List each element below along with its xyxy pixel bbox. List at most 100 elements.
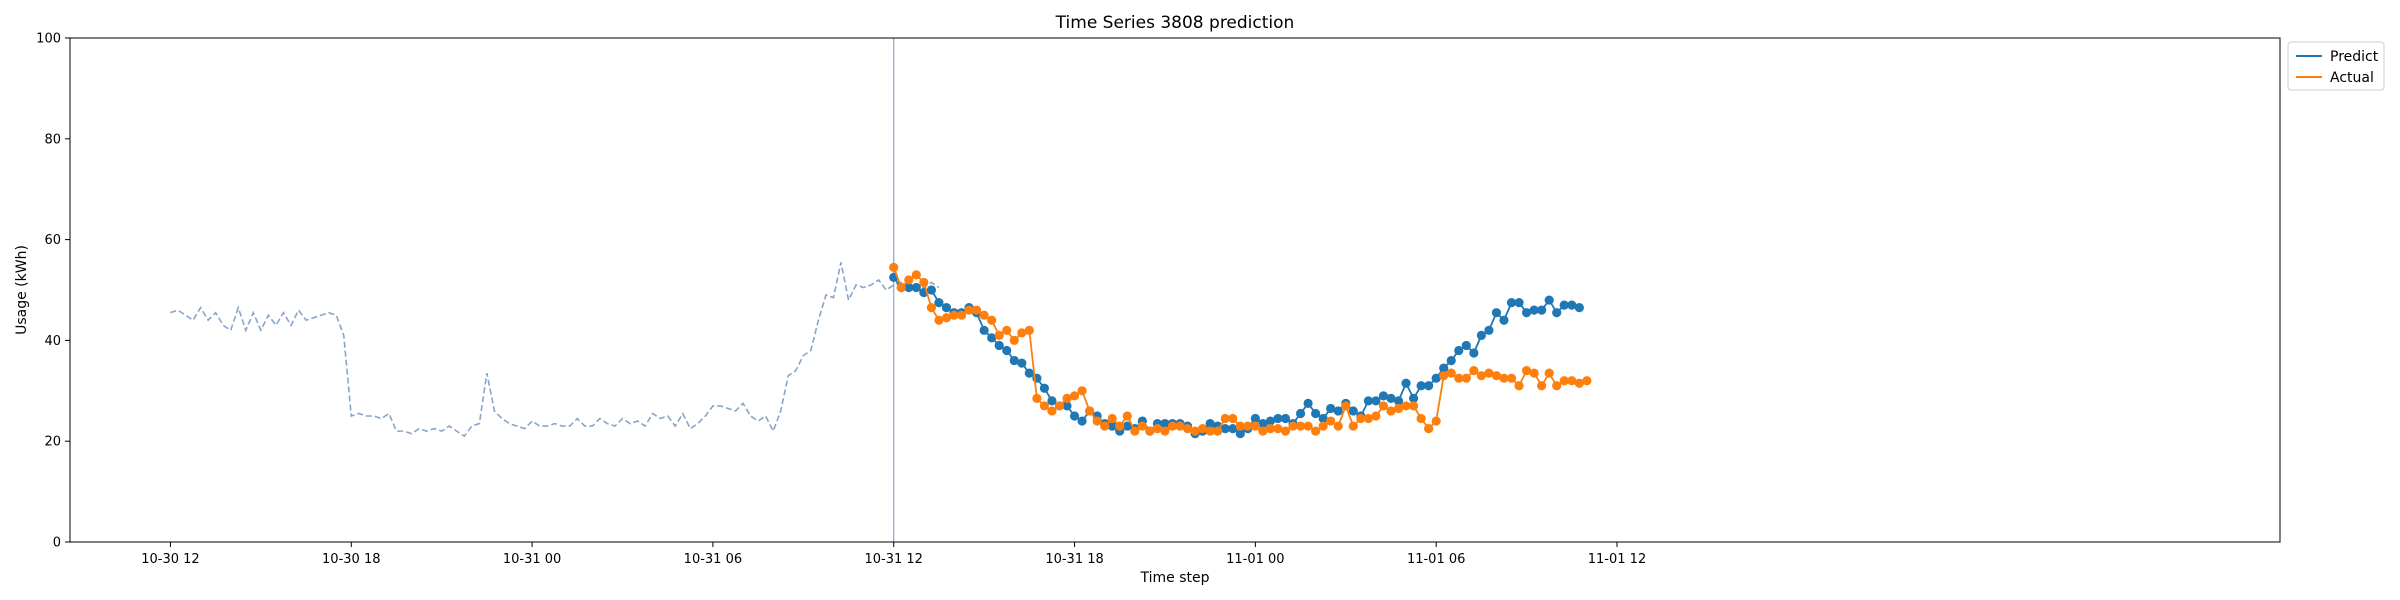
predict-point — [1348, 406, 1358, 416]
x-tick-label: 10-31 18 — [1045, 552, 1103, 567]
predict-point — [1491, 308, 1502, 318]
x-tick-label: 10-30 12 — [141, 552, 199, 567]
predict-point — [1506, 298, 1517, 308]
predict-point — [994, 340, 1004, 351]
predict-point — [1273, 413, 1283, 424]
predict-point — [1484, 325, 1494, 335]
actual-point — [1491, 371, 1502, 381]
predict-point — [1499, 315, 1509, 325]
actual-point — [1235, 421, 1245, 431]
actual-point — [1069, 391, 1080, 401]
actual-point — [1047, 406, 1057, 416]
predict-point — [1235, 429, 1245, 439]
actual-point — [1295, 421, 1306, 431]
x-tick-label: 11-01 00 — [1226, 552, 1284, 567]
y-tick-label: 60 — [44, 233, 61, 248]
predict-point — [1205, 418, 1215, 429]
legend-label-actual: Actual — [2330, 70, 2374, 86]
actual-point — [1062, 393, 1072, 403]
predict-point — [1401, 378, 1411, 388]
actual-point — [1258, 426, 1268, 436]
predict-point — [1559, 300, 1569, 310]
predict-point — [1461, 340, 1471, 351]
actual-point — [1348, 421, 1358, 431]
predict-point — [1431, 373, 1441, 383]
actual-point — [1371, 411, 1381, 421]
prediction-series — [889, 262, 1592, 439]
predict-point — [1265, 416, 1276, 426]
x-axis-ticks: 10-30 12 10-30 18 10-31 00 10-31 06 10-31 12… — [141, 542, 1646, 567]
predict-point — [1439, 363, 1449, 373]
predict-point — [1393, 396, 1404, 406]
actual-point — [1032, 393, 1042, 403]
actual-point — [1416, 413, 1426, 424]
actual-point — [1393, 403, 1404, 414]
actual-point — [1552, 381, 1562, 391]
predict-point — [1363, 396, 1373, 406]
actual-point — [1009, 335, 1019, 345]
predict-point — [1521, 308, 1532, 318]
predict-point — [1326, 403, 1336, 414]
actual-point — [1280, 426, 1291, 436]
actual-point — [1311, 426, 1321, 436]
actual-point — [1175, 421, 1185, 431]
actual-point — [1017, 328, 1027, 338]
predict-point — [1303, 398, 1313, 408]
actual-point — [1122, 411, 1132, 421]
actual-point — [1431, 416, 1441, 426]
actual-point — [949, 310, 959, 320]
actual-point — [1544, 368, 1554, 378]
actual-point — [889, 262, 899, 272]
predict-point — [1250, 413, 1260, 424]
predict-point — [1371, 396, 1381, 406]
predict-point — [1122, 421, 1132, 431]
actual-point — [1152, 424, 1163, 434]
actual-point — [1333, 421, 1343, 431]
actual-point — [1130, 426, 1140, 436]
predict-point — [979, 325, 989, 335]
predict-point — [1537, 305, 1547, 315]
predict-point — [1047, 396, 1057, 406]
predict-point — [1220, 424, 1230, 434]
y-axis-label: Usage (kWh) — [14, 245, 30, 335]
actual-point — [1273, 424, 1283, 434]
plot-frame — [69, 37, 2281, 543]
y-tick-label: 80 — [44, 132, 61, 147]
predict-point — [1446, 355, 1456, 366]
actual-point — [1265, 424, 1276, 434]
actual-point — [1408, 401, 1419, 411]
actual-point — [972, 305, 982, 315]
predict-point — [1228, 424, 1238, 434]
predict-point — [1017, 358, 1027, 368]
actual-point — [1303, 421, 1313, 431]
predict-point — [1424, 381, 1434, 391]
predict-point — [1552, 308, 1562, 318]
predict-point — [1062, 401, 1072, 411]
actual-point — [1484, 368, 1494, 378]
predict-point — [1476, 330, 1486, 340]
actual-point — [926, 303, 936, 313]
actual-point — [896, 282, 906, 293]
actual-point — [1160, 426, 1170, 436]
actual-point — [1220, 413, 1230, 424]
actual-point — [956, 310, 967, 320]
y-tick-label: 20 — [44, 435, 61, 450]
x-tick-label: 11-01 06 — [1407, 552, 1465, 567]
predict-point — [1002, 345, 1012, 356]
actual-point — [1024, 325, 1034, 335]
x-tick-label: 10-30 18 — [322, 552, 380, 567]
x-axis-label: Time step — [1140, 570, 1210, 586]
actual-point — [1085, 406, 1095, 416]
actual-point — [1499, 373, 1509, 383]
predict-point — [1295, 408, 1306, 419]
actual-point — [1228, 413, 1238, 424]
actual-point — [1424, 424, 1434, 434]
actual-point — [1205, 426, 1215, 436]
x-tick-label: 10-31 06 — [684, 552, 742, 567]
predict-point — [1416, 381, 1426, 391]
y-tick-label: 0 — [53, 536, 61, 551]
actual-point — [1537, 381, 1547, 391]
x-tick-label: 10-31 12 — [865, 552, 923, 567]
predict-point — [1107, 421, 1117, 431]
actual-point — [1386, 406, 1396, 416]
